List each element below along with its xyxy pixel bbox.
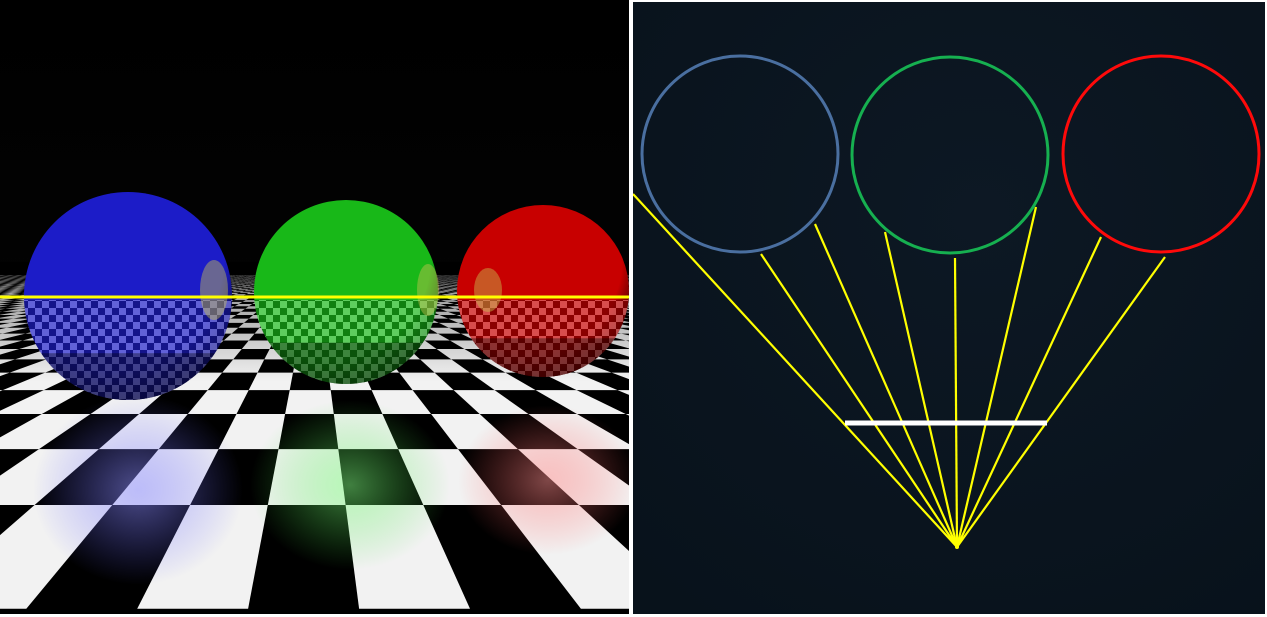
- ray-4: [883, 231, 959, 548]
- red-circle: [1061, 54, 1261, 254]
- diagram-background: [633, 2, 1265, 614]
- red-floor-reflection: [458, 405, 629, 555]
- eye-point: [955, 545, 959, 549]
- sphere-floor-reflections: [33, 395, 629, 585]
- ray-8: [956, 256, 1166, 548]
- blue-sphere: [24, 192, 232, 400]
- ray-tracing-diagram: [633, 2, 1265, 614]
- ray-3: [813, 223, 959, 548]
- ray-diagram-panel: [633, 2, 1265, 614]
- green-circle: [850, 55, 1050, 255]
- blue-floor-reflection: [33, 395, 243, 585]
- raytraced-scene: [0, 0, 629, 614]
- raytraced-scene-panel: [0, 0, 629, 614]
- ray-7: [956, 236, 1102, 548]
- ray-2: [760, 253, 958, 548]
- green-floor-reflection: [250, 400, 450, 570]
- rays: [633, 193, 1166, 548]
- blue-circle: [640, 54, 840, 254]
- ray-1: [633, 193, 958, 548]
- ray-6: [955, 206, 1038, 548]
- ray-5: [953, 257, 959, 548]
